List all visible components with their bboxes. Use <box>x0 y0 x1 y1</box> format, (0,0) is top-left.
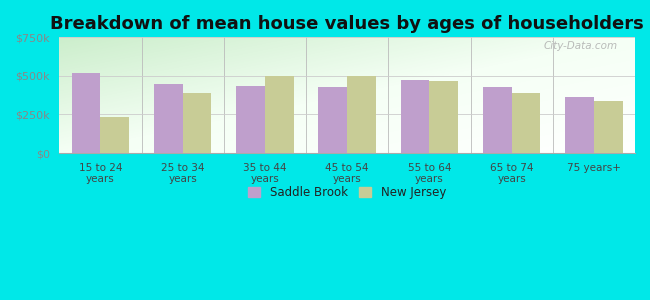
Bar <box>565 98 594 153</box>
Bar <box>347 76 376 153</box>
Bar <box>72 73 101 153</box>
Bar <box>265 76 294 153</box>
Bar <box>236 86 265 153</box>
Bar <box>430 80 458 153</box>
Text: City-Data.com: City-Data.com <box>543 41 618 51</box>
Bar <box>512 93 540 153</box>
Bar <box>594 100 623 153</box>
Legend: Saddle Brook, New Jersey: Saddle Brook, New Jersey <box>245 183 450 203</box>
Bar <box>183 93 211 153</box>
Bar <box>483 88 512 153</box>
Bar <box>154 84 183 153</box>
Bar <box>400 80 430 153</box>
Bar <box>318 88 347 153</box>
Title: Breakdown of mean house values by ages of householders: Breakdown of mean house values by ages o… <box>50 15 644 33</box>
Bar <box>101 117 129 153</box>
